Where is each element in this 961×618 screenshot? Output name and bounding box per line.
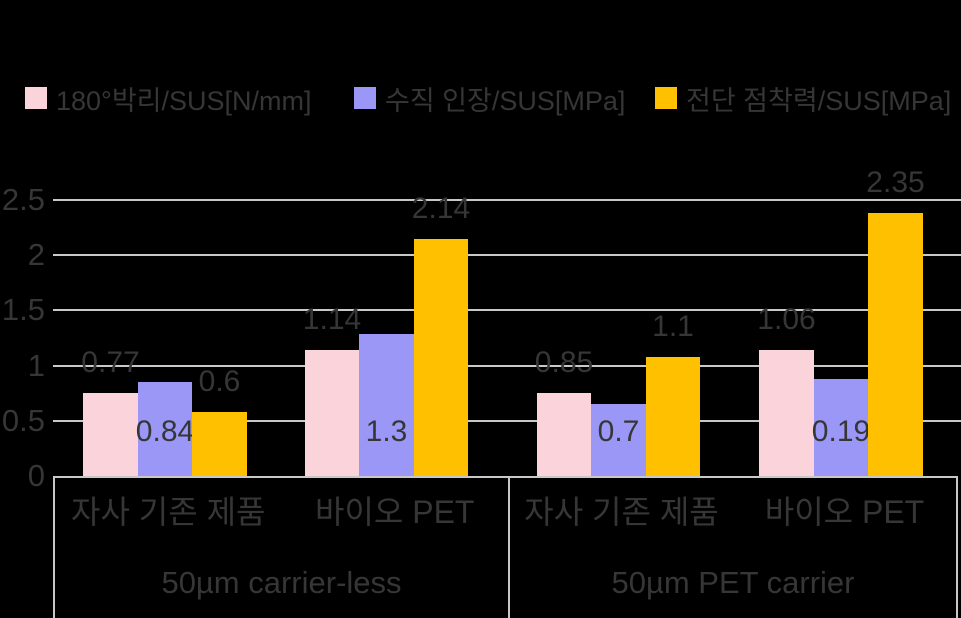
bar-data-label: 0.6 (198, 364, 241, 398)
category-label: 바이오 PET (315, 494, 475, 530)
gridline (53, 309, 961, 312)
category-axis: 자사 기존 제품 바이오 PET 50µm carrier-less 자사 기존… (53, 476, 958, 618)
bar-yellow-group4 (868, 213, 923, 476)
y-axis-tick-label: 1 (27, 347, 45, 383)
bar-data-label: 1.1 (652, 309, 694, 343)
legend-swatch-yellow-icon (655, 87, 677, 109)
bar-data-label: 1.14 (302, 303, 362, 337)
bar-yellow-group1 (192, 411, 247, 476)
y-axis-tick-label: 2 (27, 237, 45, 273)
bar-data-label: 0.19 (811, 415, 871, 448)
legend-label: 수직 인장/SUS[MPa] (385, 85, 626, 116)
bar-purple-group3 (591, 404, 646, 476)
bar-data-label: 2.35 (866, 166, 925, 200)
gridline (53, 199, 961, 201)
legend-label: 전단 점착력/SUS[MPa] (686, 85, 952, 116)
category-label: 자사 기존 제품 (524, 494, 719, 530)
bar-yellow-group2 (413, 238, 469, 476)
bar-data-label: 0.7 (597, 415, 640, 448)
bar-purple-group4 (813, 378, 869, 476)
category-row: 자사 기존 제품 바이오 PET (510, 478, 956, 542)
bar-data-label: 0.77 (81, 346, 140, 380)
bar-data-label: 1.06 (757, 303, 816, 337)
panel-label-row: 50µm carrier-less (55, 542, 508, 618)
legend-item-shear: 전단 점착력/SUS[MPa] (655, 84, 951, 116)
y-axis-tick-label: 1.5 (1, 292, 45, 328)
gridline (53, 254, 961, 257)
bar-data-label: 2.14 (411, 191, 471, 225)
axis-panel-carrier-less: 자사 기존 제품 바이오 PET 50µm carrier-less (55, 478, 510, 618)
legend-label: 180°박리/SUS[N/mm] (56, 85, 312, 116)
bar-purple-group2 (359, 333, 414, 476)
gridline (53, 419, 961, 422)
bar-data-label: 0.85 (534, 346, 594, 380)
y-axis-tick-label: 0 (27, 458, 45, 493)
legend-swatch-purple-icon (354, 87, 376, 109)
panel-label: 50µm PET carrier (611, 565, 855, 600)
bar-data-label: 0.84 (135, 415, 195, 448)
bar-pink-group4 (759, 350, 814, 476)
legend-swatch-pink-icon (25, 87, 47, 109)
category-label: 바이오 PET (764, 494, 925, 530)
bar-purple-group1 (137, 382, 193, 476)
legend-item-peel: 180°박리/SUS[N/mm] (25, 84, 312, 116)
category-label: 자사 기존 제품 (71, 494, 266, 530)
y-axis-tick-label: 0.5 (1, 402, 45, 438)
panel-label: 50µm carrier-less (161, 565, 402, 600)
bar-pink-group1 (83, 393, 138, 476)
category-row: 자사 기존 제품 바이오 PET (55, 478, 508, 542)
bar-pink-group3 (536, 393, 592, 476)
bar-yellow-group3 (645, 356, 701, 476)
y-axis-tick-label: 2.5 (1, 182, 45, 217)
bar-pink-group2 (304, 350, 360, 476)
bar-data-label: 1.3 (365, 415, 408, 448)
panel-label-row: 50µm PET carrier (510, 542, 956, 618)
gridline (53, 364, 961, 367)
axis-panel-pet-carrier: 자사 기존 제품 바이오 PET 50µm PET carrier (510, 478, 956, 618)
legend-item-tensile: 수직 인장/SUS[MPa] (354, 84, 625, 116)
